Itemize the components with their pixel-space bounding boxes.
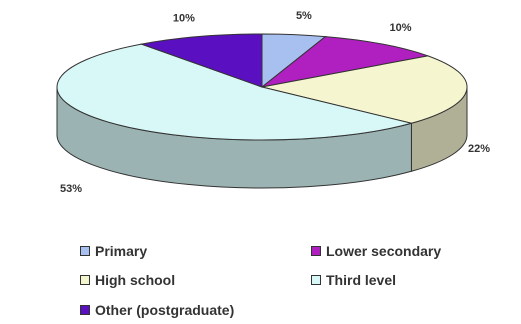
legend-label: Third level	[326, 272, 397, 288]
slice-2	[261, 55, 468, 124]
legend-item: Primary	[80, 243, 147, 259]
legend-item: Third level	[311, 272, 396, 288]
legend-swatch	[80, 275, 90, 285]
legend-label: Lower secondary	[326, 243, 442, 259]
slice-label-0: 5%	[296, 10, 312, 22]
pie-chart: 5% 10% 22% 53% 10%	[56, 10, 490, 195]
legend-swatch	[80, 305, 90, 315]
legend-swatch	[311, 275, 321, 285]
legend-label: Primary	[95, 243, 148, 259]
legend-label: Other (postgraduate)	[95, 302, 235, 318]
legend-item: Lower secondary	[311, 243, 441, 259]
legend-label: High school	[95, 272, 176, 288]
slice-4	[139, 33, 263, 88]
slice-label-1: 10%	[390, 22, 412, 34]
slice-label-2: 22%	[468, 143, 490, 155]
legend-item: High school	[80, 272, 175, 288]
legend-item: Other (postgraduate)	[80, 302, 234, 318]
slice-1	[261, 36, 430, 88]
slice-label-4: 10%	[173, 12, 195, 24]
legend-swatch	[311, 246, 321, 256]
slice-label-3: 53%	[60, 183, 82, 195]
slice-3	[56, 43, 414, 141]
legend-swatch	[80, 246, 90, 256]
